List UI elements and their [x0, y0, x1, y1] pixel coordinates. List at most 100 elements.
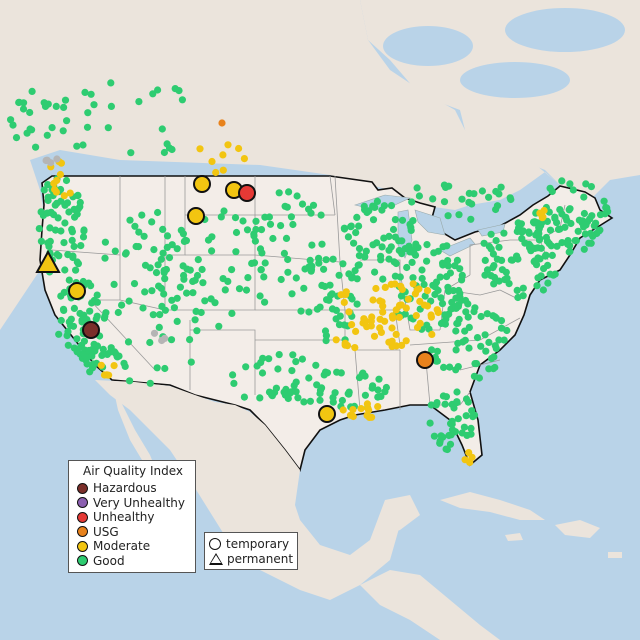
- monitor-dot: [80, 227, 88, 235]
- monitor-dot: [413, 184, 421, 192]
- monitor-dot: [374, 403, 382, 411]
- monitor-dot: [260, 273, 268, 281]
- monitor-dot: [186, 266, 194, 274]
- monitor-dot: [571, 237, 579, 245]
- monitor-dot: [344, 390, 352, 398]
- monitor-dot: [411, 251, 420, 259]
- monitor-unhealthy-montana[interactable]: [238, 184, 256, 202]
- monitor-dot: [566, 242, 574, 250]
- legend-label: Unhealthy: [93, 510, 155, 525]
- monitor-dot: [61, 266, 69, 274]
- monitor-dot: [454, 363, 462, 371]
- monitor-dot: [429, 195, 437, 203]
- lake-2: [460, 62, 570, 98]
- monitor-dot: [402, 337, 410, 345]
- monitor-dot: [345, 308, 353, 316]
- monitor-type-legend: temporary permanent: [204, 532, 298, 570]
- monitor-dot: [483, 266, 492, 274]
- monitor-dot: [288, 367, 296, 375]
- monitor-dot: [434, 308, 442, 317]
- monitor-dot: [266, 220, 275, 228]
- monitor-dot: [55, 330, 63, 338]
- monitor-dot: [407, 223, 415, 231]
- monitor-dot: [348, 321, 356, 329]
- monitor-dot: [462, 412, 470, 420]
- monitor-dot: [553, 242, 561, 250]
- monitor-dot: [453, 398, 461, 406]
- monitor-dot: [409, 274, 417, 282]
- monitor-dot: [440, 181, 448, 189]
- monitor-dot: [149, 311, 157, 319]
- monitor-dot: [423, 321, 431, 329]
- monitor-dot: [77, 242, 85, 250]
- legend-item-permanent: permanent: [209, 552, 293, 567]
- legend-item-temporary: temporary: [209, 537, 293, 552]
- monitor-moderate-permanent-n-california[interactable]: [35, 249, 61, 273]
- monitor-moderate-n-california[interactable]: [68, 282, 86, 300]
- monitor-dot: [322, 256, 330, 264]
- monitor-dot: [551, 214, 559, 222]
- monitor-dot: [379, 275, 387, 283]
- monitor-dot: [111, 348, 119, 356]
- monitor-dot: [379, 302, 387, 310]
- monitor-dot: [121, 250, 130, 258]
- monitor-dot: [288, 290, 296, 298]
- monitor-dot: [240, 155, 248, 163]
- monitor-dot: [178, 96, 186, 104]
- monitor-dot: [37, 237, 46, 245]
- monitor-dot: [284, 255, 292, 264]
- monitor-dot: [221, 286, 229, 294]
- monitor-dot: [495, 243, 503, 251]
- monitor-dot: [9, 121, 17, 129]
- monitor-moderate-montana-east[interactable]: [193, 175, 211, 193]
- monitor-dot: [121, 362, 129, 370]
- monitor-dot: [534, 228, 543, 236]
- monitor-dot: [332, 306, 340, 314]
- monitor-dot: [269, 234, 277, 243]
- monitor-dot: [196, 145, 204, 153]
- monitor-dot: [98, 351, 106, 359]
- monitor-usg-georgia[interactable]: [416, 351, 434, 369]
- monitor-dot: [52, 188, 61, 196]
- monitor-dot: [306, 256, 314, 264]
- monitor-dot: [103, 350, 111, 358]
- monitor-dot: [338, 396, 346, 405]
- monitor-dot: [154, 208, 162, 217]
- monitor-dot: [391, 233, 399, 241]
- monitor-dot: [70, 304, 78, 312]
- monitor-dot: [361, 391, 369, 399]
- monitor-dot: [497, 183, 505, 191]
- monitor-dot: [433, 399, 441, 407]
- monitor-dot: [165, 254, 174, 262]
- legend-label: Hazardous: [93, 481, 157, 496]
- monitor-dot: [375, 375, 383, 383]
- monitor-hazardous-central-california[interactable]: [82, 321, 100, 339]
- monitor-dot: [160, 269, 168, 277]
- monitor-dot: [397, 292, 405, 300]
- monitor-dot: [292, 274, 300, 282]
- monitor-dot: [160, 290, 168, 298]
- monitor-dot: [284, 268, 292, 276]
- monitor-moderate-texas-coast[interactable]: [318, 405, 336, 423]
- aqi-legend: Air Quality Index Hazardous Very Unhealt…: [68, 460, 196, 573]
- monitor-dot: [485, 338, 493, 346]
- monitor-dot: [329, 255, 337, 263]
- lake-huron: [414, 209, 446, 236]
- monitor-dot: [55, 252, 63, 260]
- monitor-dot: [565, 206, 573, 214]
- monitor-dot: [392, 330, 400, 338]
- monitor-dot: [562, 213, 570, 221]
- monitor-dot: [65, 276, 73, 284]
- monitor-moderate-montana-central[interactable]: [187, 207, 205, 225]
- very-unhealthy-swatch-icon: [77, 497, 88, 509]
- monitor-dot: [68, 236, 76, 244]
- monitor-dot: [426, 419, 434, 427]
- monitor-dot: [315, 254, 323, 262]
- monitor-dot: [320, 265, 328, 273]
- monitor-dot: [546, 270, 554, 278]
- monitor-dot: [514, 293, 522, 302]
- monitor-dot: [179, 262, 187, 270]
- monitor-dot: [567, 219, 575, 228]
- legend-label: Good: [93, 553, 125, 568]
- monitor-dot: [107, 102, 115, 110]
